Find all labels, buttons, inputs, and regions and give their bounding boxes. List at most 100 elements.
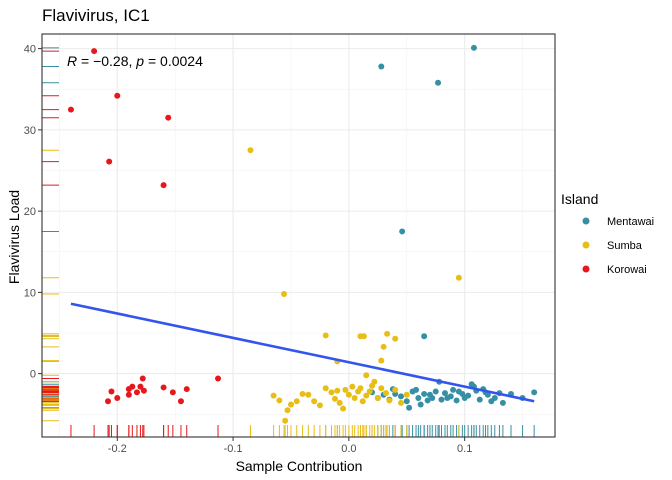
- data-point-sumba: [284, 407, 291, 414]
- data-point-sumba: [334, 387, 341, 394]
- data-point-mentawai: [476, 396, 483, 403]
- data-point-sumba: [378, 357, 385, 364]
- data-point-korowai: [183, 386, 190, 393]
- data-point-mentawai: [403, 398, 410, 405]
- legend-key-korowai: [582, 265, 590, 273]
- data-point-sumba: [357, 385, 364, 392]
- x-tick-label: -0.2: [108, 443, 127, 455]
- data-point-mentawai: [484, 391, 491, 398]
- data-point-sumba: [382, 390, 389, 397]
- y-tick-label: 0: [30, 369, 36, 381]
- annotation-r-symbol: R: [67, 53, 77, 69]
- x-tick-label: 0.0: [341, 443, 356, 455]
- data-point-mentawai: [470, 44, 477, 51]
- regression-line: [70, 302, 535, 403]
- y-tick-label: 30: [24, 125, 36, 137]
- legend-title: Island: [561, 191, 598, 207]
- data-point-korowai: [67, 106, 74, 113]
- data-point-mentawai: [491, 395, 498, 401]
- data-point-mentawai: [441, 390, 448, 397]
- legend-label-korowai: Korowai: [607, 264, 647, 276]
- data-point-korowai: [139, 375, 146, 382]
- legend-key-sumba: [582, 241, 590, 249]
- data-point-mentawai: [429, 395, 436, 401]
- data-point-sumba: [328, 389, 335, 396]
- data-point-mentawai: [435, 79, 442, 86]
- legend-label-mentawai: Mentawai: [607, 216, 654, 228]
- data-point-sumba: [380, 343, 387, 350]
- data-point-korowai: [91, 48, 98, 55]
- legend-key-mentawai: [582, 217, 590, 225]
- plot-panel: R = −0.28, p = 0.0024 -0.2 -0.1 0.0 0.1 0 10 20…: [24, 33, 556, 455]
- data-point-sumba: [363, 372, 370, 379]
- data-point-sumba: [322, 385, 329, 392]
- data-point-sumba: [282, 417, 289, 424]
- data-point-korowai: [165, 114, 172, 121]
- data-point-sumba: [392, 386, 399, 393]
- y-tick-label: 40: [24, 44, 36, 56]
- data-point-sumba: [247, 147, 254, 154]
- data-point-mentawai: [465, 392, 472, 399]
- data-point-mentawai: [417, 401, 424, 408]
- data-point-sumba: [331, 395, 338, 402]
- data-point-sumba: [270, 392, 277, 399]
- data-point-korowai: [160, 384, 167, 391]
- data-point-korowai: [160, 182, 167, 189]
- data-point-korowai: [133, 389, 140, 396]
- data-point-sumba: [360, 333, 367, 340]
- data-point-sumba: [293, 398, 300, 405]
- data-point-mentawai: [432, 388, 439, 395]
- data-point-sumba: [281, 291, 288, 297]
- annotation-r-text: = −0.28,: [77, 53, 136, 69]
- panel-border: [41, 33, 556, 438]
- data-point-korowai: [108, 388, 115, 395]
- data-point-sumba: [299, 390, 306, 397]
- data-point-korowai: [114, 92, 121, 99]
- legend-label-sumba: Sumba: [607, 240, 643, 252]
- data-point-sumba: [340, 405, 347, 412]
- annotation-p-symbol: p: [135, 53, 144, 69]
- panel-background: [42, 34, 555, 437]
- data-point-korowai: [137, 383, 144, 390]
- data-point-sumba: [336, 399, 343, 406]
- annotation-p-text: = 0.0024: [144, 53, 203, 69]
- data-point-mentawai: [438, 396, 445, 403]
- data-point-mentawai: [499, 399, 506, 406]
- data-point-korowai: [177, 398, 184, 405]
- data-point-korowai: [129, 383, 136, 390]
- data-point-mentawai: [413, 386, 420, 393]
- data-point-sumba: [366, 388, 373, 395]
- data-point-sumba: [345, 391, 352, 398]
- data-point-korowai: [114, 395, 121, 401]
- chart-title: Flavivirus, IC1: [42, 6, 150, 25]
- data-point-korowai: [140, 387, 147, 394]
- data-point-sumba: [359, 398, 366, 405]
- data-point-sumba: [342, 386, 349, 393]
- data-point-mentawai: [378, 63, 385, 70]
- data-point-mentawai: [531, 389, 538, 396]
- data-point-sumba: [311, 398, 318, 405]
- legend: Island Mentawai Sumba Korowai: [561, 191, 654, 276]
- data-point-sumba: [287, 401, 294, 408]
- correlation-annotation: R = −0.28, p = 0.0024: [67, 53, 203, 69]
- data-point-mentawai: [421, 390, 428, 397]
- data-point-sumba: [322, 332, 329, 339]
- data-point-sumba: [397, 399, 404, 406]
- data-point-korowai: [125, 391, 132, 398]
- data-point-sumba: [363, 392, 370, 399]
- x-tick-label: 0.1: [457, 443, 472, 455]
- x-axis-title: Sample Contribution: [236, 458, 363, 474]
- data-point-mentawai: [453, 397, 460, 404]
- data-point-sumba: [349, 383, 356, 390]
- data-point-mentawai: [399, 228, 406, 235]
- y-tick-label: 10: [24, 287, 36, 299]
- y-axis-title: Flavivirus Load: [6, 190, 22, 284]
- data-point-sumba: [403, 391, 410, 398]
- data-point-sumba: [386, 397, 393, 404]
- data-point-sumba: [305, 391, 312, 398]
- data-point-sumba: [392, 335, 399, 342]
- data-point-mentawai: [421, 333, 428, 340]
- data-point-mentawai: [415, 395, 422, 401]
